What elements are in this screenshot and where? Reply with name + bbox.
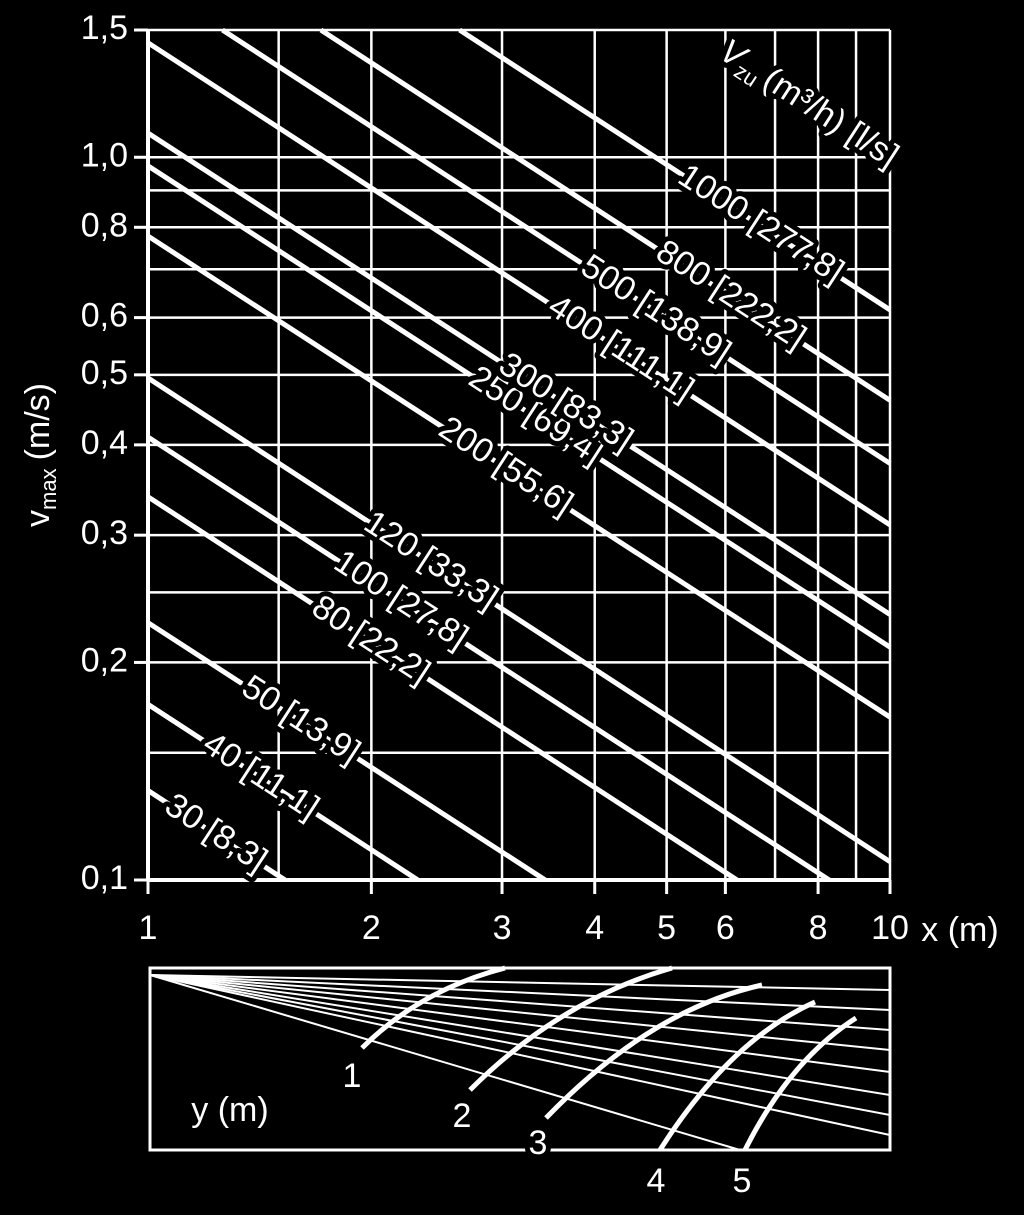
y-tick-label: 0,4	[81, 424, 128, 462]
y-label-main: v	[19, 510, 57, 527]
x-tick-label: 5	[657, 909, 676, 947]
curve-label: 5	[733, 1162, 752, 1200]
curve-label: 4	[647, 1162, 666, 1200]
y-axis-label: vmax (m/s)	[19, 383, 61, 527]
panel-frame	[148, 966, 892, 1152]
y-tick-label: 0,1	[81, 859, 128, 897]
y-tick-label: 0,8	[81, 206, 128, 244]
flow-line	[146, 494, 739, 883]
flow-line	[146, 620, 547, 883]
x-tick-label: 2	[362, 909, 381, 947]
lower-panel	[148, 965, 892, 1152]
y-tick-label: 1,0	[81, 136, 128, 174]
x-tick-label: 6	[716, 909, 735, 947]
y-tick-label: 0,2	[81, 641, 128, 679]
curve-label: 1	[343, 1057, 362, 1095]
y-label-unit: (m/s)	[19, 383, 57, 460]
x-tick-label: 4	[585, 909, 604, 947]
lower-y-label: y (m)	[191, 1091, 268, 1129]
flow-line	[146, 131, 892, 617]
x-tick-label: 3	[493, 909, 512, 947]
curve-label: 3	[529, 1124, 548, 1162]
y-tick-label: 0,5	[81, 354, 128, 392]
x-tick-label: 1	[139, 909, 158, 947]
flow-line	[146, 163, 892, 650]
flow-line	[146, 233, 892, 720]
flow-line	[458, 27, 892, 312]
y-tick-label: 1,5	[81, 9, 128, 47]
flow-line	[221, 27, 892, 466]
x-tick-label: 10	[871, 909, 909, 947]
y-tick-label: 0,3	[81, 514, 128, 552]
flow-line	[146, 435, 831, 883]
flow-line	[146, 788, 287, 883]
y-label-sub: max	[36, 468, 61, 510]
flow-line	[146, 702, 420, 883]
x-tick-label: 8	[809, 909, 828, 947]
curves	[360, 965, 858, 1152]
flow-line	[146, 375, 892, 864]
flow-line	[319, 27, 892, 403]
y-tick-label: 0,6	[81, 297, 128, 335]
x-axis-label: x (m)	[921, 911, 998, 949]
flow-line	[146, 40, 892, 527]
curve-label: 2	[453, 1097, 472, 1135]
